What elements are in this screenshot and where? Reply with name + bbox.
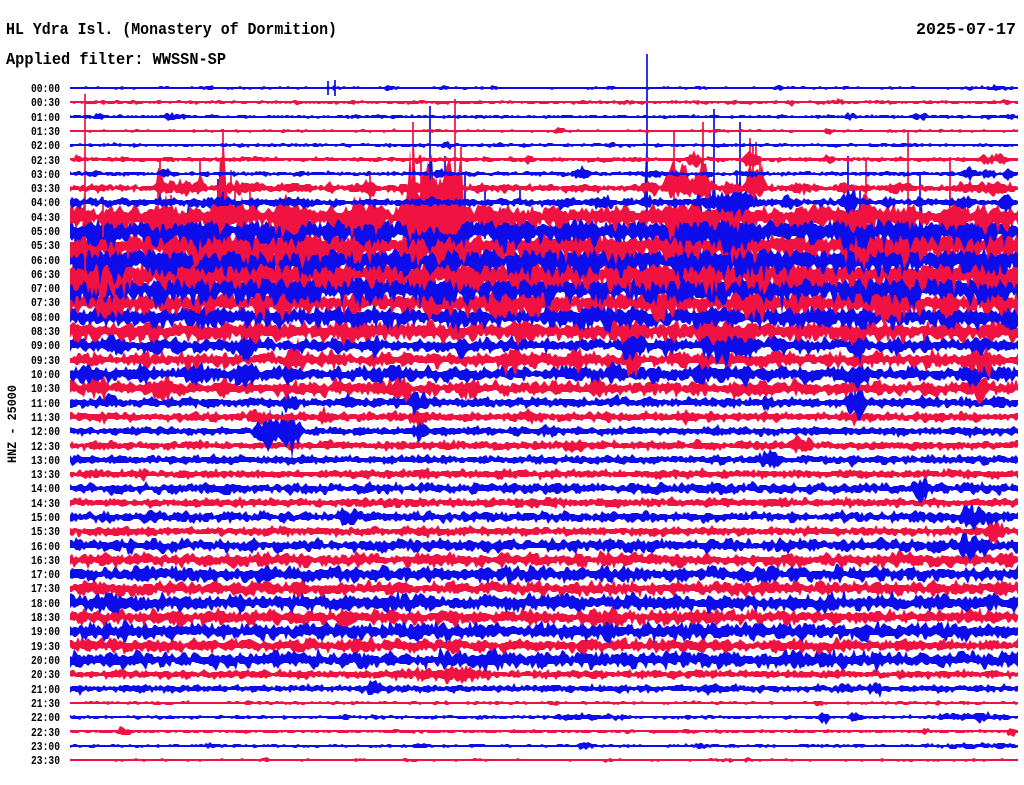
svg-text:20:30: 20:30 [31, 668, 60, 682]
svg-text:21:00: 21:00 [31, 683, 60, 697]
svg-text:17:30: 17:30 [31, 582, 60, 596]
svg-text:01:30: 01:30 [31, 125, 60, 139]
svg-text:09:30: 09:30 [31, 354, 60, 368]
svg-text:03:00: 03:00 [31, 168, 60, 182]
svg-text:23:00: 23:00 [31, 740, 60, 754]
svg-text:15:30: 15:30 [31, 525, 60, 539]
svg-text:07:00: 07:00 [31, 282, 60, 296]
svg-text:21:30: 21:30 [31, 697, 60, 711]
svg-text:19:00: 19:00 [31, 625, 60, 639]
svg-text:02:30: 02:30 [31, 154, 60, 168]
svg-text:12:30: 12:30 [31, 440, 60, 454]
svg-text:06:00: 06:00 [31, 254, 60, 268]
svg-text:12:00: 12:00 [31, 425, 60, 439]
svg-text:04:30: 04:30 [31, 211, 60, 225]
svg-text:11:00: 11:00 [31, 397, 60, 411]
svg-text:11:30: 11:30 [31, 411, 60, 425]
svg-text:22:30: 22:30 [31, 726, 60, 740]
svg-text:17:00: 17:00 [31, 568, 60, 582]
svg-text:05:30: 05:30 [31, 239, 60, 253]
svg-text:04:00: 04:00 [31, 196, 60, 210]
svg-text:20:00: 20:00 [31, 654, 60, 668]
svg-text:00:30: 00:30 [31, 96, 60, 110]
svg-text:13:00: 13:00 [31, 454, 60, 468]
svg-text:08:00: 08:00 [31, 311, 60, 325]
svg-text:13:30: 13:30 [31, 468, 60, 482]
svg-text:01:00: 01:00 [31, 111, 60, 125]
svg-text:18:00: 18:00 [31, 597, 60, 611]
svg-text:22:00: 22:00 [31, 711, 60, 725]
svg-text:14:30: 14:30 [31, 497, 60, 511]
svg-text:07:30: 07:30 [31, 296, 60, 310]
svg-text:00:00: 00:00 [31, 82, 60, 96]
svg-text:02:00: 02:00 [31, 139, 60, 153]
svg-text:14:00: 14:00 [31, 482, 60, 496]
svg-text:2025-07-17: 2025-07-17 [916, 21, 1016, 40]
svg-text:08:30: 08:30 [31, 325, 60, 339]
svg-text:HL Ydra Isl. (Monastery of Dor: HL Ydra Isl. (Monastery of Dormition) [6, 21, 337, 40]
svg-text:09:00: 09:00 [31, 339, 60, 353]
svg-text:10:30: 10:30 [31, 382, 60, 396]
svg-text:15:00: 15:00 [31, 511, 60, 525]
svg-text:Applied filter: WWSSN-SP: Applied filter: WWSSN-SP [6, 51, 226, 70]
svg-text:23:30: 23:30 [31, 754, 60, 768]
svg-text:HNZ - 25000: HNZ - 25000 [5, 385, 20, 463]
svg-text:18:30: 18:30 [31, 611, 60, 625]
svg-text:03:30: 03:30 [31, 182, 60, 196]
svg-text:16:30: 16:30 [31, 554, 60, 568]
svg-text:06:30: 06:30 [31, 268, 60, 282]
svg-text:19:30: 19:30 [31, 640, 60, 654]
svg-text:05:00: 05:00 [31, 225, 60, 239]
svg-text:10:00: 10:00 [31, 368, 60, 382]
svg-text:16:00: 16:00 [31, 540, 60, 554]
